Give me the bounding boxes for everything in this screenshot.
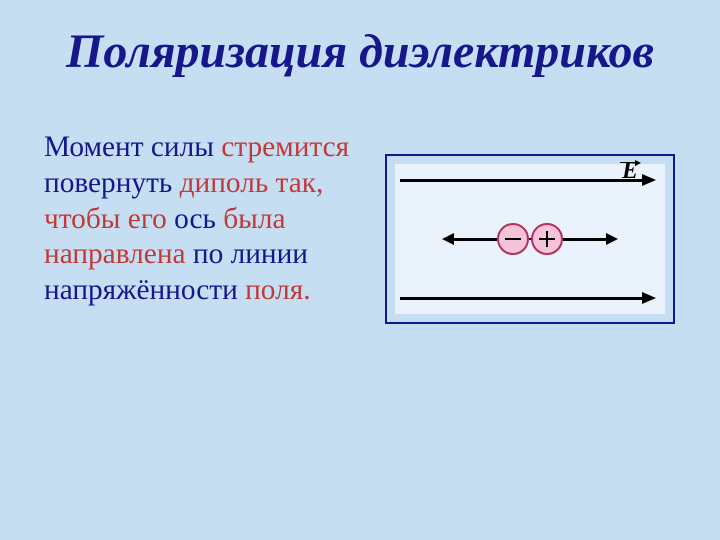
body-segment: повернуть (44, 167, 180, 199)
body-segment-accent: поля. (245, 274, 310, 306)
charge-negative (497, 223, 529, 255)
title-text: Поляризация диэлектриков (66, 25, 654, 78)
dipole-force-right-head (606, 233, 618, 245)
field-line-0-head (642, 174, 656, 186)
dipole-force-left-head (442, 233, 454, 245)
body-text: Момент силы стремится повернуть диполь т… (44, 130, 354, 309)
dipole-force-right-shaft (563, 238, 606, 241)
slide: Поляризация диэлектриков Момент силы стр… (0, 0, 720, 540)
charge-positive (531, 223, 563, 255)
body-segment-accent: стремится (221, 131, 349, 163)
field-line-0-shaft (400, 179, 642, 182)
field-line-1-shaft (400, 297, 642, 300)
page-title: Поляризация диэлектриков (0, 24, 720, 79)
field-line-1-head (642, 292, 656, 304)
dipole-force-left-shaft (454, 238, 497, 241)
body-segment: ось (174, 203, 223, 235)
body-segment: Момент силы (44, 131, 221, 163)
